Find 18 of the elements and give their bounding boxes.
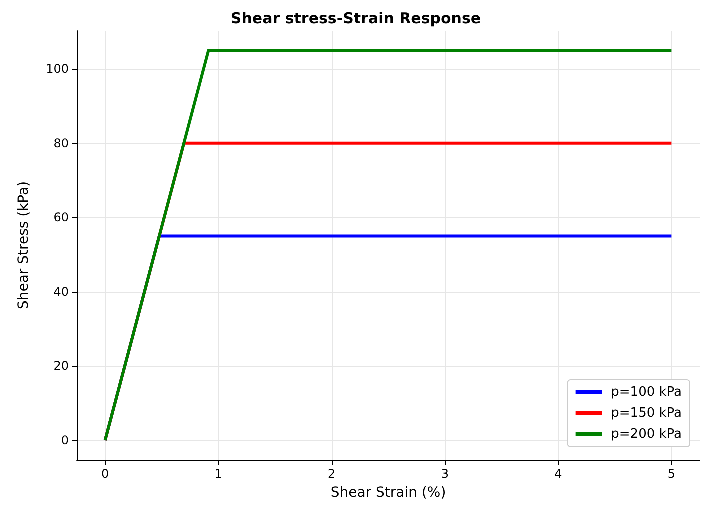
y-tick-label: 40 bbox=[54, 284, 69, 299]
y-axis-title: Shear Stress (kPa) bbox=[16, 181, 32, 310]
x-tick-label: 1 bbox=[214, 467, 222, 481]
legend-label: p=150 kPa bbox=[611, 406, 682, 421]
y-tick-label: 60 bbox=[54, 210, 69, 225]
x-axis-title: Shear Strain (%) bbox=[330, 485, 446, 501]
chart-title: Shear stress-Strain Response bbox=[230, 10, 482, 28]
x-tick-label: 3 bbox=[441, 467, 449, 481]
y-tick-label: 20 bbox=[54, 359, 69, 374]
y-tick-label: 100 bbox=[46, 62, 69, 76]
legend-label: p=200 kPa bbox=[611, 427, 682, 442]
x-tick-label: 2 bbox=[328, 467, 336, 481]
legend-label: p=100 kPa bbox=[611, 385, 682, 400]
x-tick-label: 0 bbox=[102, 467, 110, 481]
y-tick-label: 0 bbox=[61, 434, 69, 448]
x-tick-label: 5 bbox=[668, 467, 676, 481]
y-tick-label: 80 bbox=[54, 136, 69, 150]
x-tick-label: 4 bbox=[554, 467, 562, 481]
